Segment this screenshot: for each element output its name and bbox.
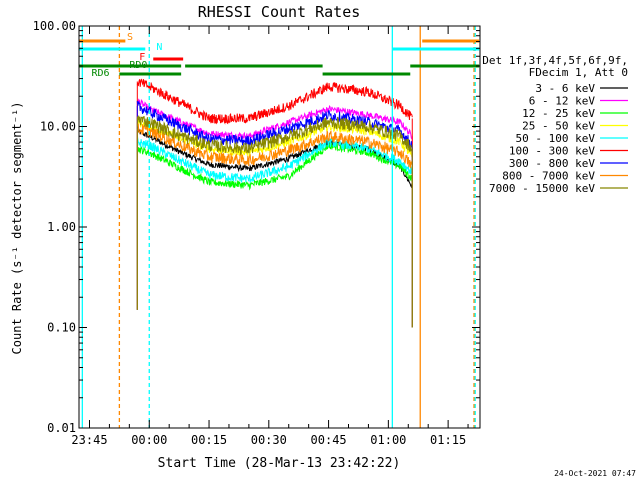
series-line — [136, 136, 413, 183]
legend-entry: 100 - 300 keV — [509, 145, 595, 158]
y-tick-label: 0.01 — [47, 421, 76, 435]
series-line — [136, 123, 413, 169]
legend-header: Det 1f,3f,4f,5f,6f,9f, — [482, 54, 628, 67]
flag-label: RD0 — [129, 60, 147, 71]
series-line — [136, 98, 413, 141]
legend-entry: 300 - 800 keV — [509, 157, 595, 170]
x-tick-label: 23:45 — [71, 433, 107, 447]
x-tick-label: 01:15 — [430, 433, 466, 447]
legend-entry: 50 - 100 keV — [516, 132, 596, 145]
flag-label: F — [139, 52, 145, 63]
legend-entry: 12 - 25 keV — [522, 107, 595, 120]
series-line — [137, 142, 413, 191]
legend-entry: 6 - 12 keV — [529, 95, 596, 108]
x-tick-label: 00:45 — [311, 433, 347, 447]
data-curves — [136, 78, 413, 328]
chart-title: RHESSI Count Rates — [198, 3, 361, 21]
flag-label: N — [156, 42, 162, 53]
x-axis-label: Start Time (28-Mar-13 23:42:22) — [158, 456, 401, 471]
x-tick-label: 00:00 — [131, 433, 167, 447]
series-line — [136, 100, 413, 151]
x-tick-label: 00:30 — [251, 433, 287, 447]
series-line — [136, 78, 413, 125]
y-tick-label: 1.00 — [47, 220, 76, 234]
event-lines — [81, 26, 476, 428]
footer-timestamp: 24-Oct-2021 07:47 — [554, 469, 636, 478]
flag-label: S — [127, 32, 133, 43]
x-tick-label: 00:15 — [191, 433, 227, 447]
legend-entry: 7000 - 15000 keV — [489, 182, 595, 195]
x-tick-label: 01:00 — [370, 433, 406, 447]
flag-label: RD6 — [91, 68, 109, 79]
legend-entry: 25 - 50 keV — [522, 120, 595, 133]
legend: Det 1f,3f,4f,5f,6f,9f,FDecim 1, Att 0 3 -… — [482, 54, 628, 195]
legend-entry: 800 - 7000 keV — [502, 170, 595, 183]
y-axis-label: Count Rate (s⁻¹ detector segment⁻¹) — [10, 102, 24, 355]
axes: 23:45 00:00 00:15 00:30 00:45 01:00 01:15 0.01 0… — [33, 19, 480, 447]
y-tick-label: 10.00 — [40, 120, 76, 134]
legend-header: FDecim 1, Att 0 — [529, 66, 628, 79]
y-tick-label: 100.00 — [33, 19, 76, 33]
series-line — [136, 115, 413, 155]
legend-entry: 3 - 6 keV — [535, 82, 595, 95]
y-tick-label: 0.10 — [47, 321, 76, 335]
